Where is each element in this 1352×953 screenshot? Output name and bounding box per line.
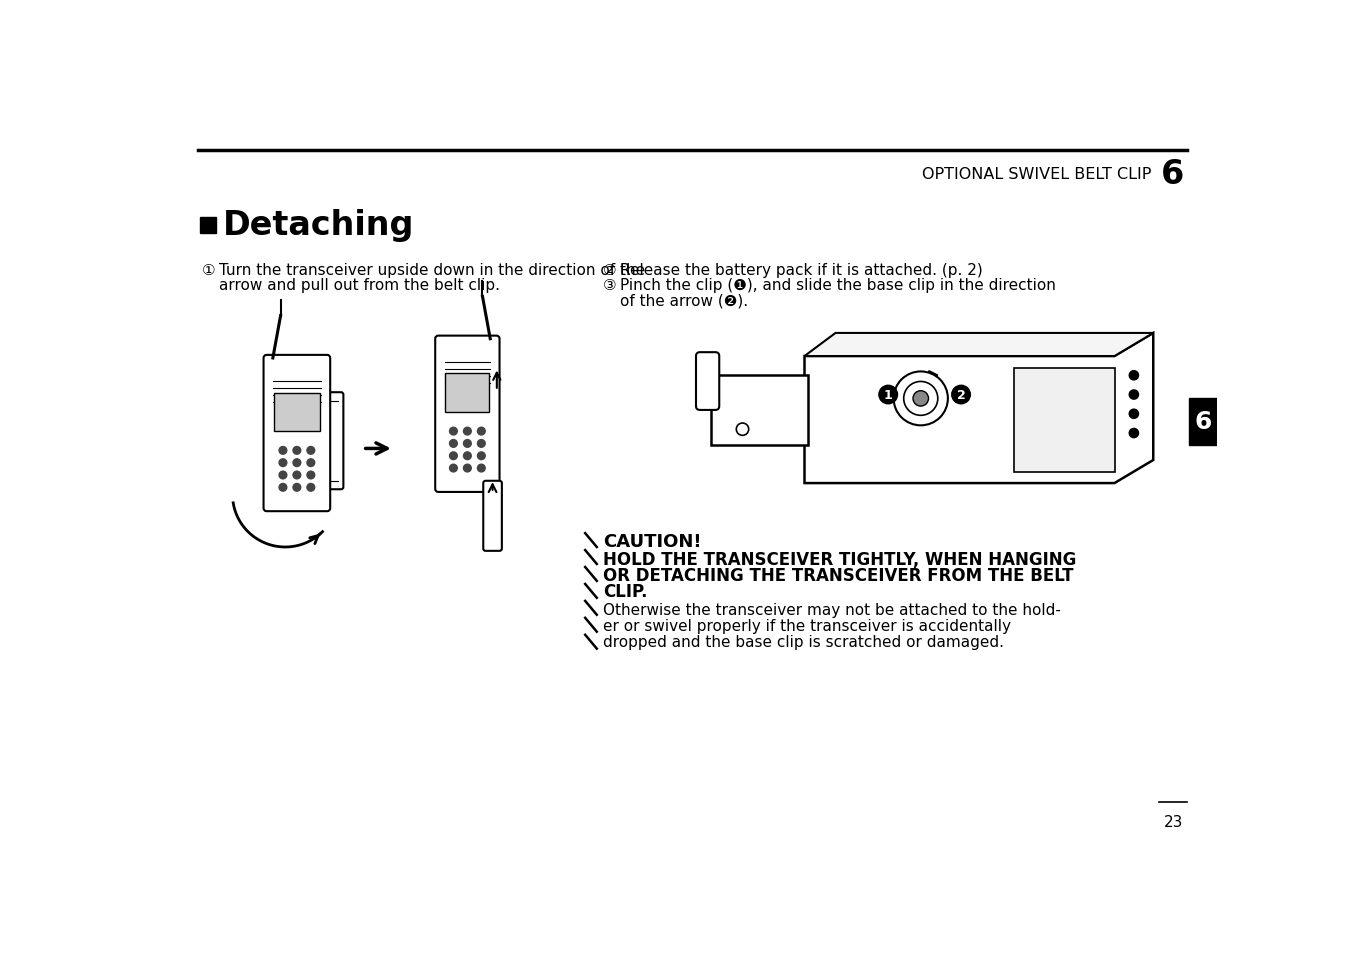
Circle shape <box>307 472 315 479</box>
FancyBboxPatch shape <box>264 355 330 512</box>
FancyBboxPatch shape <box>324 393 343 490</box>
Bar <box>200 218 215 233</box>
Polygon shape <box>804 334 1153 483</box>
Circle shape <box>952 386 971 404</box>
Text: er or swivel properly if the transceiver is accidentally: er or swivel properly if the transceiver… <box>603 618 1011 633</box>
Text: Detaching: Detaching <box>223 209 415 242</box>
Circle shape <box>307 459 315 467</box>
Text: Pinch the clip (❶), and slide the base clip in the direction: Pinch the clip (❶), and slide the base c… <box>621 278 1056 294</box>
Text: ①: ① <box>203 263 216 277</box>
Circle shape <box>293 447 300 455</box>
Circle shape <box>1129 391 1138 399</box>
Text: HOLD THE TRANSCEIVER TIGHTLY, WHEN HANGING: HOLD THE TRANSCEIVER TIGHTLY, WHEN HANGI… <box>603 551 1076 569</box>
Text: 2: 2 <box>957 389 965 401</box>
Circle shape <box>450 453 457 460</box>
FancyBboxPatch shape <box>696 353 719 411</box>
Text: OPTIONAL SWIVEL BELT CLIP: OPTIONAL SWIVEL BELT CLIP <box>922 167 1152 182</box>
Text: OR DETACHING THE TRANSCEIVER FROM THE BELT: OR DETACHING THE TRANSCEIVER FROM THE BE… <box>603 567 1073 584</box>
Text: CLIP.: CLIP. <box>603 583 648 600</box>
Circle shape <box>903 382 938 416</box>
Circle shape <box>307 484 315 492</box>
Bar <box>445 374 489 413</box>
Circle shape <box>894 372 948 426</box>
Text: 1: 1 <box>884 389 892 401</box>
Circle shape <box>450 428 457 436</box>
Text: Turn the transceiver upside down in the direction of the: Turn the transceiver upside down in the … <box>219 263 645 277</box>
Polygon shape <box>804 334 1153 356</box>
Circle shape <box>279 447 287 455</box>
Circle shape <box>1129 429 1138 438</box>
Text: ②: ② <box>603 263 617 277</box>
Circle shape <box>450 465 457 473</box>
Circle shape <box>279 472 287 479</box>
Circle shape <box>293 459 300 467</box>
Circle shape <box>879 386 898 404</box>
Circle shape <box>477 465 485 473</box>
Circle shape <box>477 428 485 436</box>
Bar <box>273 394 320 432</box>
Circle shape <box>464 440 472 448</box>
Circle shape <box>477 453 485 460</box>
Circle shape <box>477 440 485 448</box>
FancyBboxPatch shape <box>435 336 499 493</box>
Circle shape <box>293 484 300 492</box>
Circle shape <box>293 472 300 479</box>
Text: of the arrow (❷).: of the arrow (❷). <box>621 294 748 309</box>
Text: arrow and pull out from the belt clip.: arrow and pull out from the belt clip. <box>219 278 500 294</box>
Polygon shape <box>711 375 808 445</box>
Text: 23: 23 <box>1164 814 1183 829</box>
Circle shape <box>464 428 472 436</box>
Circle shape <box>279 459 287 467</box>
Text: ③: ③ <box>603 278 617 294</box>
Circle shape <box>279 484 287 492</box>
Circle shape <box>464 465 472 473</box>
Text: 6: 6 <box>1161 158 1184 191</box>
Circle shape <box>464 453 472 460</box>
Text: dropped and the base clip is scratched or damaged.: dropped and the base clip is scratched o… <box>603 635 1005 649</box>
FancyBboxPatch shape <box>483 481 502 551</box>
Bar <box>1188 399 1217 445</box>
Circle shape <box>1129 410 1138 419</box>
Circle shape <box>1129 372 1138 380</box>
Circle shape <box>450 440 457 448</box>
Circle shape <box>737 423 749 436</box>
Text: CAUTION!: CAUTION! <box>603 532 702 550</box>
Circle shape <box>307 447 315 455</box>
Polygon shape <box>1014 368 1114 472</box>
Text: Otherwise the transceiver may not be attached to the hold-: Otherwise the transceiver may not be att… <box>603 602 1061 617</box>
Circle shape <box>913 392 929 407</box>
Text: Release the battery pack if it is attached. (p. 2): Release the battery pack if it is attach… <box>621 263 983 277</box>
Text: 6: 6 <box>1194 410 1211 434</box>
